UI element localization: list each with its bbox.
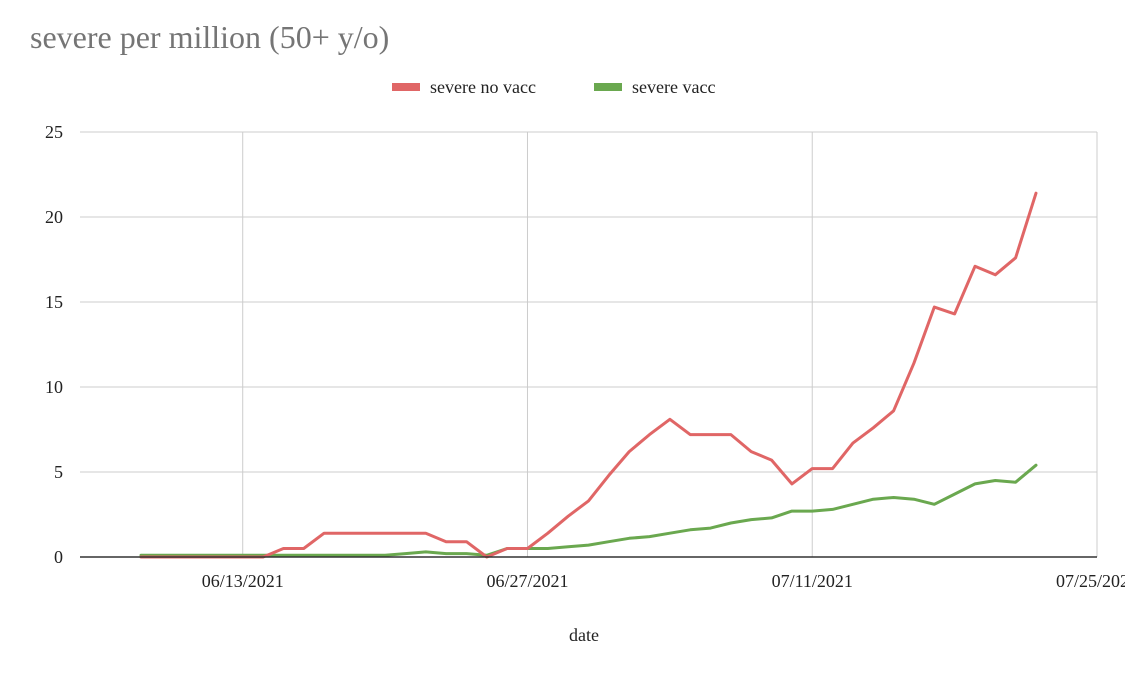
y-tick-label: 20	[45, 207, 63, 227]
legend-label-severe-vacc: severe vacc	[632, 77, 715, 97]
legend-item-1: severe vacc	[594, 77, 715, 97]
series-line-severe-vacc	[139, 463, 1038, 557]
x-tick-label: 07/25/2021	[1056, 571, 1125, 591]
x-axis-ticks: 06/13/2021 06/27/2021 07/11/2021 07/25/2021	[202, 571, 1125, 591]
y-tick-label: 5	[54, 462, 63, 482]
y-tick-label: 15	[45, 292, 63, 312]
x-tick-label: 06/27/2021	[486, 571, 568, 591]
legend-swatch-severe-no-vacc	[392, 83, 420, 91]
x-tick-label: 07/11/2021	[772, 571, 853, 591]
legend-label-severe-no-vacc: severe no vacc	[430, 77, 536, 97]
legend: severe no vacc severe vacc	[392, 77, 715, 97]
series	[139, 191, 1038, 559]
legend-swatch-severe-vacc	[594, 83, 622, 91]
gridlines	[80, 131, 1098, 557]
y-tick-label: 0	[54, 547, 63, 567]
legend-item-0: severe no vacc	[392, 77, 536, 97]
x-axis-label: date	[569, 625, 599, 645]
chart-title: severe per million (50+ y/o)	[30, 19, 389, 55]
x-tick-label: 06/13/2021	[202, 571, 284, 591]
y-tick-label: 25	[45, 122, 63, 142]
y-tick-label: 10	[45, 377, 63, 397]
y-axis-ticks: 0 5 10 15 20 25	[45, 122, 63, 567]
series-line-severe-no-vacc	[139, 191, 1038, 559]
